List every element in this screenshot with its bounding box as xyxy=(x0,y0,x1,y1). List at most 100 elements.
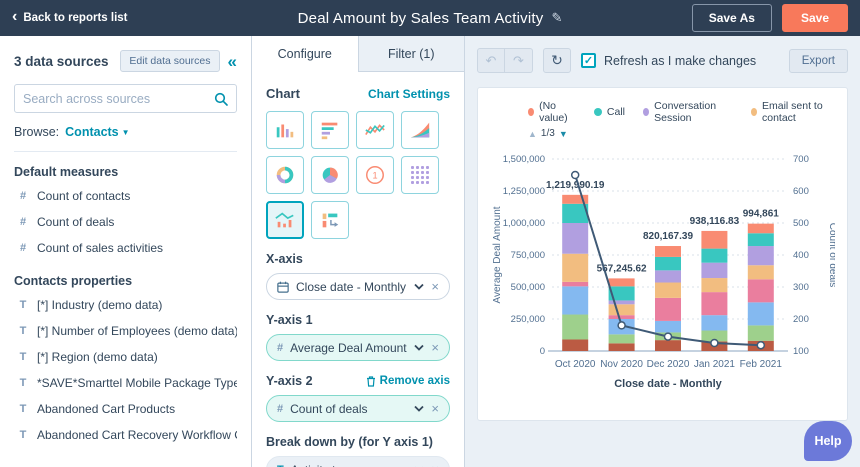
refresh-icon: ↻ xyxy=(551,52,563,68)
export-button[interactable]: Export xyxy=(788,48,848,73)
property-region[interactable]: T [*] Region (demo data) xyxy=(19,350,158,364)
table-grid-icon xyxy=(410,165,430,185)
browse-contacts-dropdown[interactable]: Contacts ▼ xyxy=(65,125,130,139)
browse-label: Browse: xyxy=(14,125,60,139)
property-number-of-employees[interactable]: T [*] Number of Employees (demo data) xyxy=(19,324,237,338)
chart-type-table[interactable] xyxy=(401,156,439,194)
x-axis-field-pill[interactable]: Close date - Monthly × xyxy=(266,273,450,300)
text-type-icon: T xyxy=(19,299,27,311)
chart-type-bar[interactable] xyxy=(311,111,349,149)
number-type-icon: # xyxy=(277,402,284,415)
kpi-single-value-icon: 1 xyxy=(366,166,384,184)
tab-configure[interactable]: Configure xyxy=(252,36,358,72)
tab-filter[interactable]: Filter (1) xyxy=(357,36,464,72)
y-axis-2-label: Y-axis 2 xyxy=(266,374,313,388)
help-button[interactable]: Help xyxy=(804,421,852,461)
measure-count-of-sales-activities[interactable]: # Count of sales activities xyxy=(19,241,164,255)
chart-type-combo-selected[interactable] xyxy=(266,201,304,239)
chart-type-area[interactable] xyxy=(401,111,439,149)
combo-chart[interactable]: 0 250,000 500,000 750,000 1,000,000 1,250,000… xyxy=(488,139,838,401)
chart-legend: (No value) Call Conversation Session Ema… xyxy=(488,96,837,126)
save-as-button[interactable]: Save As xyxy=(691,4,772,32)
number-type-icon: # xyxy=(277,341,284,354)
svg-text:0: 0 xyxy=(540,346,545,357)
save-button[interactable]: Save xyxy=(781,4,848,32)
remove-field-icon[interactable]: × xyxy=(431,279,439,294)
redo-button[interactable]: ↷ xyxy=(505,48,533,73)
chevron-down-icon[interactable] xyxy=(414,283,425,290)
chevron-left-icon: ‹ xyxy=(12,8,18,25)
property-industry[interactable]: T [*] Industry (demo data) xyxy=(19,298,163,312)
remove-axis-link[interactable]: Remove axis xyxy=(366,375,450,387)
breakdown-field-pill[interactable]: T Activity type × xyxy=(266,456,450,467)
property-abandoned-cart-products[interactable]: T Abandoned Cart Products xyxy=(19,402,176,416)
svg-text:1: 1 xyxy=(372,171,377,181)
data-sources-count: 3 data sources xyxy=(14,53,109,69)
legend-item-no-value[interactable]: (No value) xyxy=(528,100,576,124)
search-icon[interactable] xyxy=(214,92,228,106)
svg-text:500,000: 500,000 xyxy=(511,282,545,293)
undo-icon: ↶ xyxy=(485,52,497,68)
redo-icon: ↷ xyxy=(513,52,524,68)
search-sources-box xyxy=(14,84,237,113)
legend-swatch xyxy=(643,108,650,116)
svg-text:100: 100 xyxy=(793,346,809,357)
configure-panel: Configure Filter (1) Chart Chart Setting… xyxy=(252,36,465,467)
svg-text:Close date - Monthly: Close date - Monthly xyxy=(614,378,722,390)
y-axis-1-field-pill[interactable]: # Average Deal Amount × xyxy=(266,334,450,361)
trash-icon xyxy=(366,375,375,387)
chart-type-line[interactable] xyxy=(356,111,394,149)
back-to-reports-link[interactable]: ‹ Back to reports list xyxy=(12,8,128,25)
svg-text:Dec 2020: Dec 2020 xyxy=(647,359,690,370)
svg-text:Oct 2020: Oct 2020 xyxy=(555,359,596,370)
pie-chart-icon xyxy=(322,167,338,183)
text-type-icon: T xyxy=(19,325,27,337)
collapse-sidebar-icon[interactable]: « xyxy=(227,51,237,71)
refresh-as-changes-option[interactable]: ✓ Refresh as I make changes xyxy=(581,53,756,68)
legend-item-email-sent[interactable]: Email sent to contact xyxy=(750,100,837,124)
donut-chart-icon xyxy=(276,166,294,184)
measure-count-of-contacts[interactable]: # Count of contacts xyxy=(19,189,131,203)
chart-settings-link[interactable]: Chart Settings xyxy=(367,86,450,101)
y-axis-1-value: Average Deal Amount xyxy=(290,340,407,355)
contacts-properties-heading: Contacts properties xyxy=(14,274,133,288)
chevron-down-icon[interactable] xyxy=(414,405,425,412)
preview-toolbar: ↶ ↷ ↻ ✓ Refresh as I make changes Export xyxy=(477,48,848,73)
legend-item-conversation-session[interactable]: Conversation Session xyxy=(643,100,733,124)
back-label: Back to reports list xyxy=(23,12,128,24)
text-type-icon: T xyxy=(19,429,27,441)
property-smarttel-package-type[interactable]: T *SAVE*Smarttel Mobile Package Type xyxy=(19,376,237,390)
edit-title-pencil-icon[interactable]: ✎ xyxy=(551,10,563,25)
remove-field-icon[interactable]: × xyxy=(431,462,439,467)
text-type-icon: T xyxy=(19,377,27,389)
y-axis-2-field-pill[interactable]: # Count of deals × xyxy=(266,395,450,422)
legend-page-indicator: 1/3 xyxy=(540,128,555,139)
legend-item-call[interactable]: Call xyxy=(593,106,625,118)
refresh-button[interactable]: ↻ xyxy=(543,48,571,73)
chart-type-donut[interactable] xyxy=(266,156,304,194)
chart-preview-panel: ↶ ↷ ↻ ✓ Refresh as I make changes Export… xyxy=(465,36,860,467)
legend-page-up-icon[interactable]: ▲ xyxy=(528,128,537,139)
undo-button[interactable]: ↶ xyxy=(477,48,505,73)
svg-text:700: 700 xyxy=(793,154,809,165)
chart-type-pivot[interactable] xyxy=(311,201,349,239)
chart-type-pie[interactable] xyxy=(311,156,349,194)
chart-type-kpi[interactable]: 1 xyxy=(356,156,394,194)
edit-data-sources-button[interactable]: Edit data sources xyxy=(120,50,220,72)
measure-count-of-deals[interactable]: # Count of deals xyxy=(19,215,115,229)
chevron-down-icon[interactable] xyxy=(414,344,425,351)
property-abandoned-cart-workflow[interactable]: T Abandoned Cart Recovery Workflow Con..… xyxy=(19,428,237,442)
chart-type-column[interactable] xyxy=(266,111,304,149)
svg-text:400: 400 xyxy=(793,250,809,261)
remove-field-icon[interactable]: × xyxy=(431,401,439,416)
checkbox-checked-icon[interactable]: ✓ xyxy=(581,53,596,68)
search-sources-input[interactable] xyxy=(23,91,208,106)
number-type-icon: # xyxy=(19,190,27,202)
chart-type-grid: 1 xyxy=(266,111,450,239)
svg-text:300: 300 xyxy=(793,282,809,293)
remove-field-icon[interactable]: × xyxy=(431,340,439,355)
legend-page-down-icon[interactable]: ▼ xyxy=(558,128,568,139)
svg-text:Nov 2020: Nov 2020 xyxy=(600,359,643,370)
svg-text:1,000,000: 1,000,000 xyxy=(503,218,545,229)
number-type-icon: # xyxy=(19,216,27,228)
